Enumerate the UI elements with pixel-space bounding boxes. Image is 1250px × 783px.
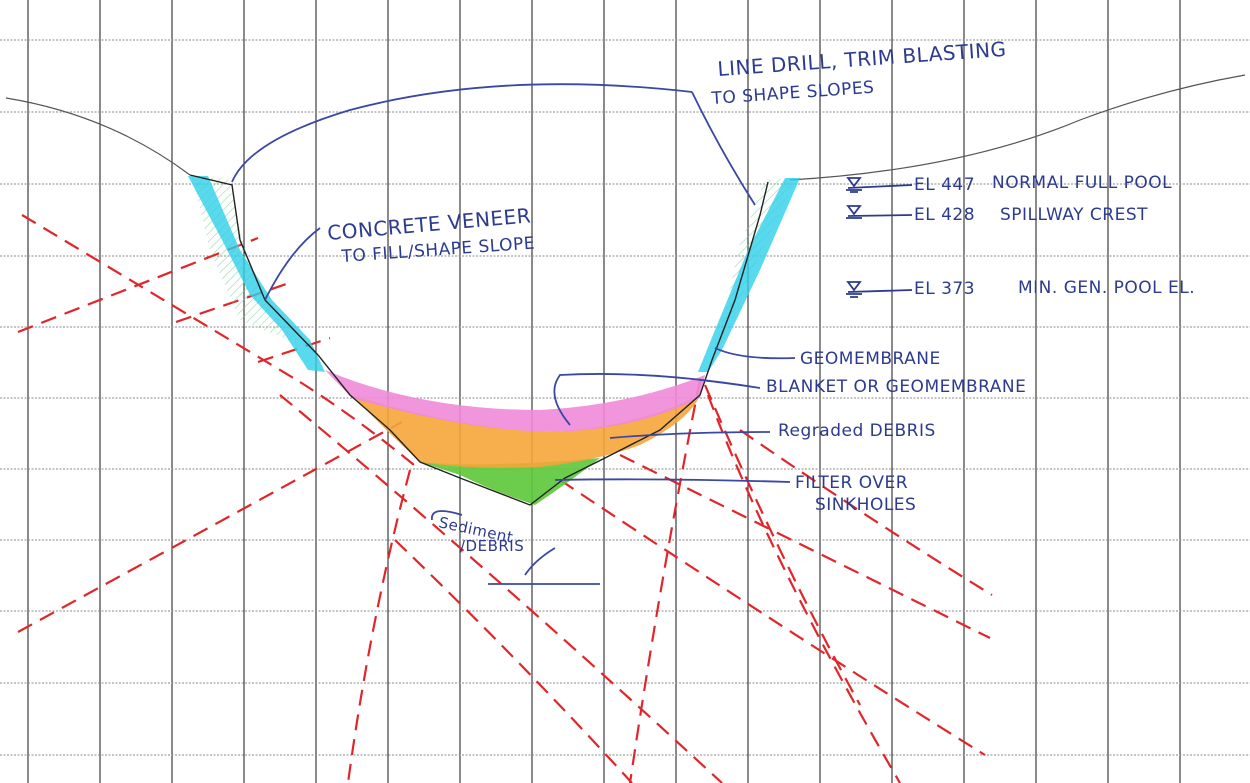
leader-lines bbox=[231, 83, 796, 585]
water-level-3-label: MIN. GEN. POOL EL. bbox=[1018, 278, 1195, 298]
grid-horizontal-lines bbox=[0, 39, 1250, 756]
geomembrane-right bbox=[698, 178, 800, 372]
filter-label-1: FILTER OVER bbox=[795, 473, 908, 493]
water-level-2-label: SPILLWAY CREST bbox=[1000, 205, 1148, 225]
blanket-layer bbox=[325, 370, 705, 432]
water-level-icon bbox=[846, 177, 862, 193]
channel-outline bbox=[189, 174, 769, 506]
water-level-symbols bbox=[846, 177, 913, 298]
filter-layer bbox=[420, 458, 600, 505]
line-drill-label-2: TO SHAPE SLOPES bbox=[710, 78, 875, 109]
blanket-label: BLANKET OR GEOMEMBRANE bbox=[766, 377, 1026, 397]
sediment-label-2: /DEBRIS bbox=[460, 537, 524, 555]
water-level-icon bbox=[846, 205, 862, 219]
filter-label-2: SINKHOLES bbox=[815, 495, 916, 515]
geomembrane-left bbox=[188, 176, 325, 372]
ground-profile bbox=[5, 74, 1246, 181]
water-level-1-elevation: EL 447 bbox=[914, 175, 975, 195]
water-level-icon bbox=[846, 281, 862, 298]
geomembrane-label: GEOMEMBRANE bbox=[800, 349, 941, 369]
water-level-1-label: NORMAL FULL POOL bbox=[992, 173, 1172, 193]
channel-cross-section bbox=[188, 174, 800, 506]
water-level-2-elevation: EL 428 bbox=[914, 205, 975, 225]
water-level-3-elevation: EL 373 bbox=[914, 279, 975, 299]
regraded-debris-label: Regraded DEBRIS bbox=[778, 421, 936, 441]
regraded-debris-layer bbox=[352, 395, 700, 468]
